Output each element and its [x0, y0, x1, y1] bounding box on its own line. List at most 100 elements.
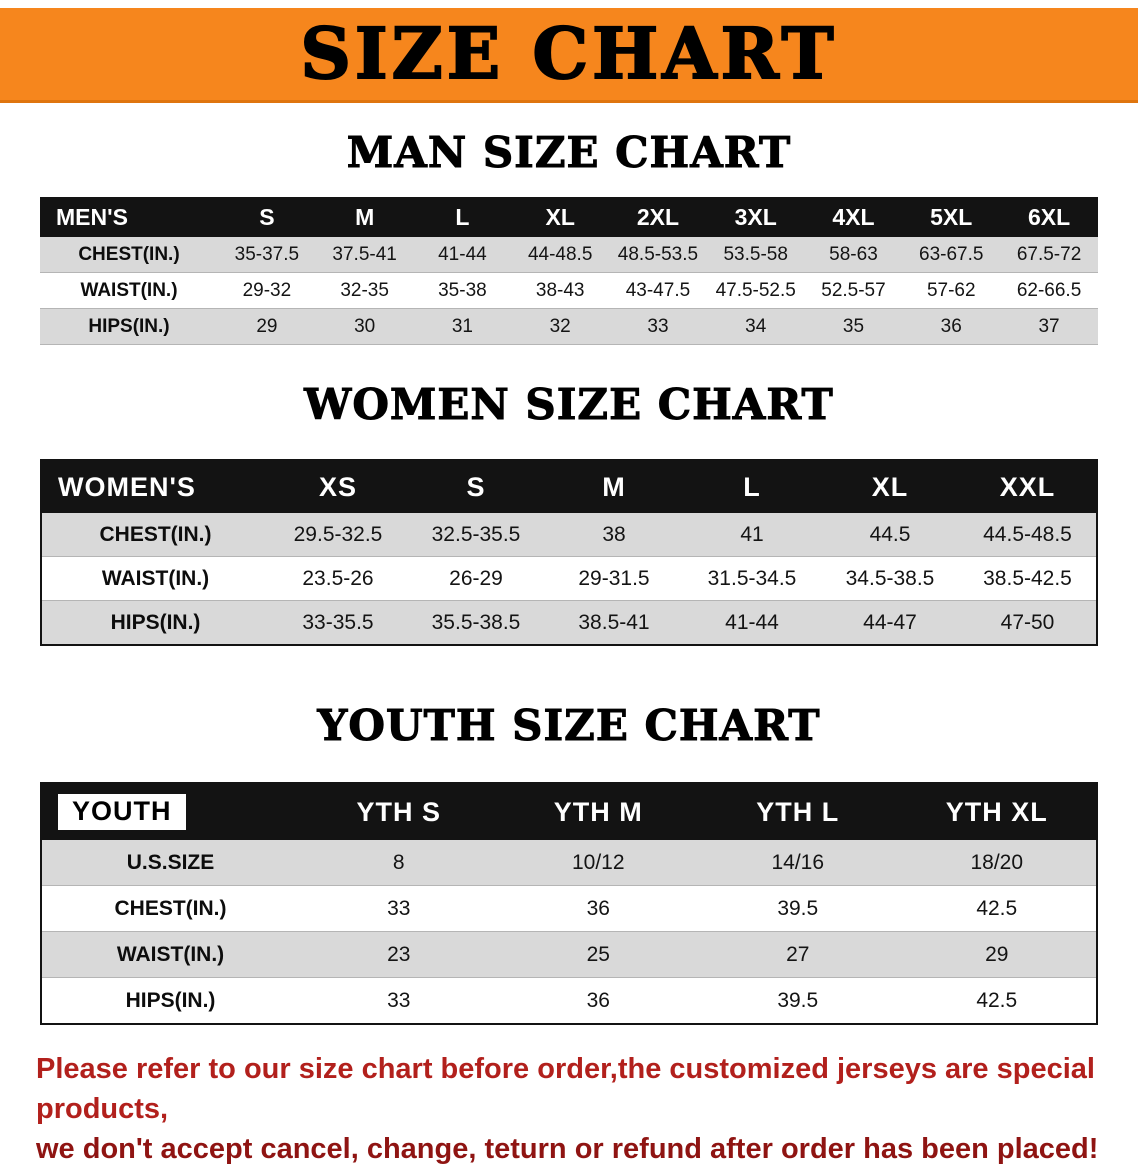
size-column-header: XL — [821, 460, 959, 513]
size-value-cell: 44.5 — [821, 513, 959, 557]
size-value-cell: 35.5-38.5 — [407, 600, 545, 646]
table-header-row: YOUTH YTH S YTH M YTH L YTH XL — [41, 783, 1097, 840]
size-value-cell: 29.5-32.5 — [269, 513, 407, 557]
size-value-cell: 29 — [897, 931, 1097, 978]
size-column-header: M — [545, 460, 683, 513]
size-column-header: XS — [269, 460, 407, 513]
size-value-cell: 31 — [413, 308, 512, 345]
table-header-row: WOMEN'S XS S M L XL XXL — [41, 460, 1097, 513]
size-column-header: 3XL — [706, 197, 805, 237]
table-row: U.S.SIZE 8 10/12 14/16 18/20 — [41, 840, 1097, 886]
youth-size-section: YOUTH SIZE CHART YOUTH YTH S YTH M YTH L YTH… — [0, 701, 1138, 1025]
size-column-header: 5XL — [902, 197, 1001, 237]
size-value-cell: 29 — [218, 308, 316, 345]
size-value-cell: 26-29 — [407, 556, 545, 601]
size-value-cell: 38.5-42.5 — [959, 556, 1097, 601]
size-value-cell: 33 — [299, 885, 499, 932]
size-value-cell: 42.5 — [897, 977, 1097, 1025]
size-value-cell: 29-31.5 — [545, 556, 683, 601]
size-value-cell: 29-32 — [218, 272, 316, 309]
size-value-cell: 8 — [299, 840, 499, 886]
table-row: WAIST(IN.) 29-32 32-35 35-38 38-43 43-47.5 47.… — [40, 272, 1098, 309]
size-value-cell: 36 — [498, 977, 698, 1025]
size-value-cell: 36 — [498, 885, 698, 932]
size-value-cell: 33 — [299, 977, 499, 1025]
size-value-cell: 33 — [609, 308, 707, 345]
row-label: WAIST(IN.) — [40, 272, 218, 309]
men-size-section: MAN SIZE CHART MEN'S S M L XL 2XL 3XL 4XL 5XL 6XL… — [0, 128, 1138, 345]
table-corner-label: YOUTH — [41, 783, 299, 840]
size-value-cell: 27 — [698, 931, 898, 978]
row-label: WAIST(IN.) — [41, 931, 299, 978]
size-value-cell: 37.5-41 — [315, 237, 414, 273]
size-value-cell: 36 — [902, 308, 1001, 345]
table-corner-label: WOMEN'S — [41, 460, 269, 513]
women-size-section: WOMEN SIZE CHART WOMEN'S XS S M L XL XXL CHEST(… — [0, 380, 1138, 646]
size-value-cell: 23.5-26 — [269, 556, 407, 601]
men-section-heading: MAN SIZE CHART — [346, 128, 792, 177]
size-value-cell: 67.5-72 — [1000, 237, 1098, 273]
size-value-cell: 58-63 — [804, 237, 903, 273]
size-column-header: L — [683, 460, 821, 513]
row-label: HIPS(IN.) — [41, 600, 269, 646]
size-value-cell: 34 — [706, 308, 805, 345]
disclaimer: Please refer to our size chart before or… — [36, 1049, 1138, 1169]
size-value-cell: 32.5-35.5 — [407, 513, 545, 557]
row-label: U.S.SIZE — [41, 840, 299, 886]
size-value-cell: 41 — [683, 513, 821, 557]
table-row: HIPS(IN.) 33 36 39.5 42.5 — [41, 977, 1097, 1025]
size-value-cell: 38.5-41 — [545, 600, 683, 646]
table-row: CHEST(IN.) 33 36 39.5 42.5 — [41, 885, 1097, 932]
row-label: HIPS(IN.) — [40, 308, 218, 345]
size-column-header: M — [315, 197, 414, 237]
size-chart-page: SIZE CHART MAN SIZE CHART MEN'S S M L XL 2XL 3… — [0, 8, 1138, 1169]
row-label: WAIST(IN.) — [41, 556, 269, 601]
size-value-cell: 44-48.5 — [511, 237, 610, 273]
size-column-header: YTH S — [299, 783, 499, 840]
size-value-cell: 38-43 — [511, 272, 610, 309]
size-value-cell: 35-38 — [413, 272, 512, 309]
size-value-cell: 44-47 — [821, 600, 959, 646]
size-value-cell: 35-37.5 — [218, 237, 316, 273]
row-label: CHEST(IN.) — [41, 513, 269, 557]
size-value-cell: 43-47.5 — [609, 272, 707, 309]
size-value-cell: 47.5-52.5 — [706, 272, 805, 309]
size-column-header: S — [407, 460, 545, 513]
size-value-cell: 31.5-34.5 — [683, 556, 821, 601]
size-value-cell: 63-67.5 — [902, 237, 1001, 273]
size-value-cell: 52.5-57 — [804, 272, 903, 309]
size-value-cell: 39.5 — [698, 885, 898, 932]
table-header-row: MEN'S S M L XL 2XL 3XL 4XL 5XL 6XL — [40, 197, 1098, 237]
size-value-cell: 37 — [1000, 308, 1098, 345]
size-value-cell: 44.5-48.5 — [959, 513, 1097, 557]
page-title: SIZE CHART — [299, 12, 838, 95]
size-column-header: XXL — [959, 460, 1097, 513]
size-value-cell: 18/20 — [897, 840, 1097, 886]
men-size-table: MEN'S S M L XL 2XL 3XL 4XL 5XL 6XL CHEST(IN.) 35-37… — [40, 197, 1098, 345]
size-value-cell: 41-44 — [683, 600, 821, 646]
disclaimer-line-1: Please refer to our size chart before or… — [36, 1053, 1095, 1125]
size-column-header: L — [413, 197, 512, 237]
table-row: CHEST(IN.) 29.5-32.5 32.5-35.5 38 41 44.5 44.5… — [41, 513, 1097, 557]
size-value-cell: 38 — [545, 513, 683, 557]
size-column-header: YTH L — [698, 783, 898, 840]
youth-section-heading: YOUTH SIZE CHART — [317, 701, 821, 750]
size-column-header: YTH M — [498, 783, 698, 840]
size-value-cell: 25 — [498, 931, 698, 978]
table-row: WAIST(IN.) 23.5-26 26-29 29-31.5 31.5-34.5 34… — [41, 556, 1097, 601]
size-column-header: XL — [511, 197, 610, 237]
size-value-cell: 41-44 — [413, 237, 512, 273]
size-value-cell: 42.5 — [897, 885, 1097, 932]
women-size-table: WOMEN'S XS S M L XL XXL CHEST(IN.) 29.5-32.5 32.5… — [40, 459, 1098, 646]
size-column-header: YTH XL — [897, 783, 1097, 840]
table-corner-label: MEN'S — [40, 197, 218, 237]
size-value-cell: 32-35 — [315, 272, 414, 309]
youth-size-table: YOUTH YTH S YTH M YTH L YTH XL U.S.SIZE 8 10/12… — [40, 782, 1098, 1025]
size-column-header: 2XL — [609, 197, 707, 237]
size-value-cell: 34.5-38.5 — [821, 556, 959, 601]
row-label: CHEST(IN.) — [41, 885, 299, 932]
size-value-cell: 57-62 — [902, 272, 1001, 309]
size-value-cell: 33-35.5 — [269, 600, 407, 646]
size-value-cell: 30 — [315, 308, 414, 345]
size-value-cell: 32 — [511, 308, 610, 345]
